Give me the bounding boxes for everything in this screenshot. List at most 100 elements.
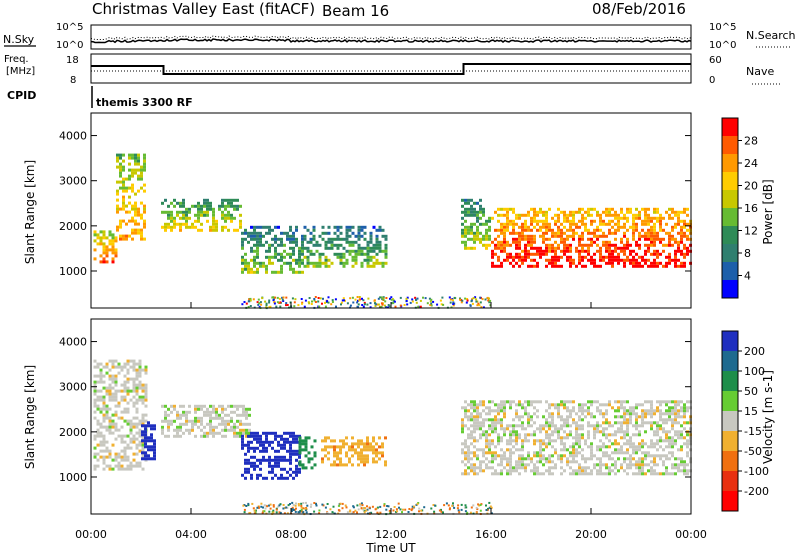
speckle-cell: [452, 301, 455, 304]
echo-cell-band-6: [488, 406, 491, 410]
echo-cell-band-6: [650, 252, 653, 256]
speckle-cell: [343, 299, 345, 302]
echo-cell-band-6: [584, 466, 587, 470]
echo-cell-band-1: [119, 186, 122, 190]
echo-cell-band-4: [298, 451, 302, 455]
echo-cell-band-6: [599, 264, 602, 268]
echo-cell-band-6: [551, 243, 554, 247]
echo-cell-band-6: [539, 427, 542, 431]
echo-cell-band-6: [515, 415, 518, 419]
echo-cell-band-6: [608, 469, 611, 473]
echo-cell-band-6: [683, 460, 686, 464]
nave-tick-low: 0: [709, 75, 715, 86]
echo-cell-band-6: [608, 421, 611, 425]
echo-cell-band-0: [93, 383, 97, 387]
echo-cell-band-1: [134, 222, 137, 226]
echo-cell-band-6: [509, 463, 512, 467]
echo-cell-band-1: [122, 207, 125, 211]
echo-cell-band-0: [135, 362, 139, 366]
echo-cell-band-3: [280, 437, 283, 441]
echo-cell-band-6: [635, 424, 638, 428]
echo-cell-band-6: [644, 252, 647, 256]
echo-cell-band-6: [512, 445, 515, 449]
echo-cell-band-6: [674, 406, 677, 410]
echo-cell-band-6: [668, 237, 671, 241]
echo-cell-band-6: [605, 472, 608, 476]
echo-cell-band-6: [578, 237, 581, 241]
echo-cell-band-2: [239, 434, 242, 438]
echo-cell-band-6: [560, 249, 563, 253]
echo-cell-band-6: [557, 243, 560, 247]
speckle-cell: [414, 296, 417, 299]
echo-cell-band-6: [635, 412, 638, 416]
speckle-cell: [340, 301, 343, 304]
speckle-cell: [272, 299, 275, 302]
echo-cell-band-6: [524, 427, 527, 431]
echo-cell-band-4: [381, 261, 385, 265]
echo-cell-band-6: [641, 445, 644, 449]
echo-cell-band-5: [333, 460, 336, 464]
echo-cell-band-6: [644, 400, 647, 404]
echo-cell-band-6: [671, 400, 674, 404]
echo-cell-band-6: [470, 418, 473, 422]
echo-cell-band-2: [164, 228, 167, 232]
echo-cell-band-2: [173, 216, 176, 220]
echo-cell-band-0: [102, 233, 106, 237]
echo-cell-band-2: [179, 416, 182, 420]
echo-cell-band-2: [179, 216, 182, 220]
speckle-cell: [379, 511, 382, 514]
echo-cell-band-6: [602, 255, 605, 259]
echo-cell-band-6: [614, 448, 617, 452]
echo-cell-band-6: [554, 255, 557, 259]
echo-cell-band-2: [209, 225, 212, 229]
echo-cell-band-6: [632, 409, 635, 413]
echo-cell-band-6: [674, 439, 677, 443]
echo-cell-band-5: [363, 442, 366, 446]
echo-cell-band-2: [188, 225, 191, 229]
echo-cell-band-0: [132, 458, 136, 462]
echo-cell-band-6: [557, 427, 560, 431]
echo-cell-band-6: [521, 460, 524, 464]
echo-cell-band-6: [545, 216, 548, 220]
echo-cell-band-6: [560, 460, 563, 464]
echo-cell-band-6: [488, 424, 491, 428]
echo-cell-band-2: [188, 404, 191, 408]
echo-cell-band-3: [241, 473, 244, 477]
echo-cell-band-6: [647, 258, 650, 262]
echo-cell-band-0: [135, 407, 139, 411]
speckle-cell: [346, 511, 349, 514]
echo-cell-band-6: [659, 216, 662, 220]
echo-cell-band-2: [224, 207, 227, 211]
echo-cell-band-5: [360, 439, 363, 443]
echo-cell-band-1: [131, 156, 134, 160]
echo-cell-band-6: [569, 460, 572, 464]
echo-cell-band-6: [647, 219, 650, 223]
echo-cell-band-6: [635, 216, 638, 220]
echo-cell-band-6: [653, 463, 656, 467]
echo-cell-band-4: [363, 246, 367, 250]
echo-cell-band-6: [626, 472, 629, 476]
echo-cell-band-0: [99, 443, 103, 447]
echo-cell-band-0: [99, 260, 103, 264]
echo-cell-band-0: [105, 386, 109, 390]
echo-cell-band-3: [289, 440, 292, 444]
echo-cell-band-6: [515, 261, 518, 265]
echo-cell-band-6: [653, 409, 656, 413]
speckle-cell: [249, 512, 252, 515]
echo-cell-band-6: [542, 472, 545, 476]
echo-cell-band-6: [554, 234, 557, 238]
echo-cell-band-6: [545, 225, 548, 229]
echo-cell-band-0: [102, 257, 106, 261]
echo-cell-band-4: [327, 237, 331, 241]
speckle-cell: [315, 502, 317, 505]
echo-cell-band-3: [262, 243, 265, 247]
echo-cell-band-6: [587, 406, 590, 410]
echo-cell-band-6: [614, 442, 617, 446]
echo-cell-band-3: [265, 270, 268, 274]
echo-cell-band-2: [164, 413, 167, 417]
echo-cell-band-3: [301, 240, 304, 244]
speckle-cell: [486, 296, 489, 299]
echo-cell-band-6: [479, 466, 482, 470]
echo-cell-band-5: [461, 240, 464, 244]
echo-cell-band-6: [593, 234, 596, 238]
